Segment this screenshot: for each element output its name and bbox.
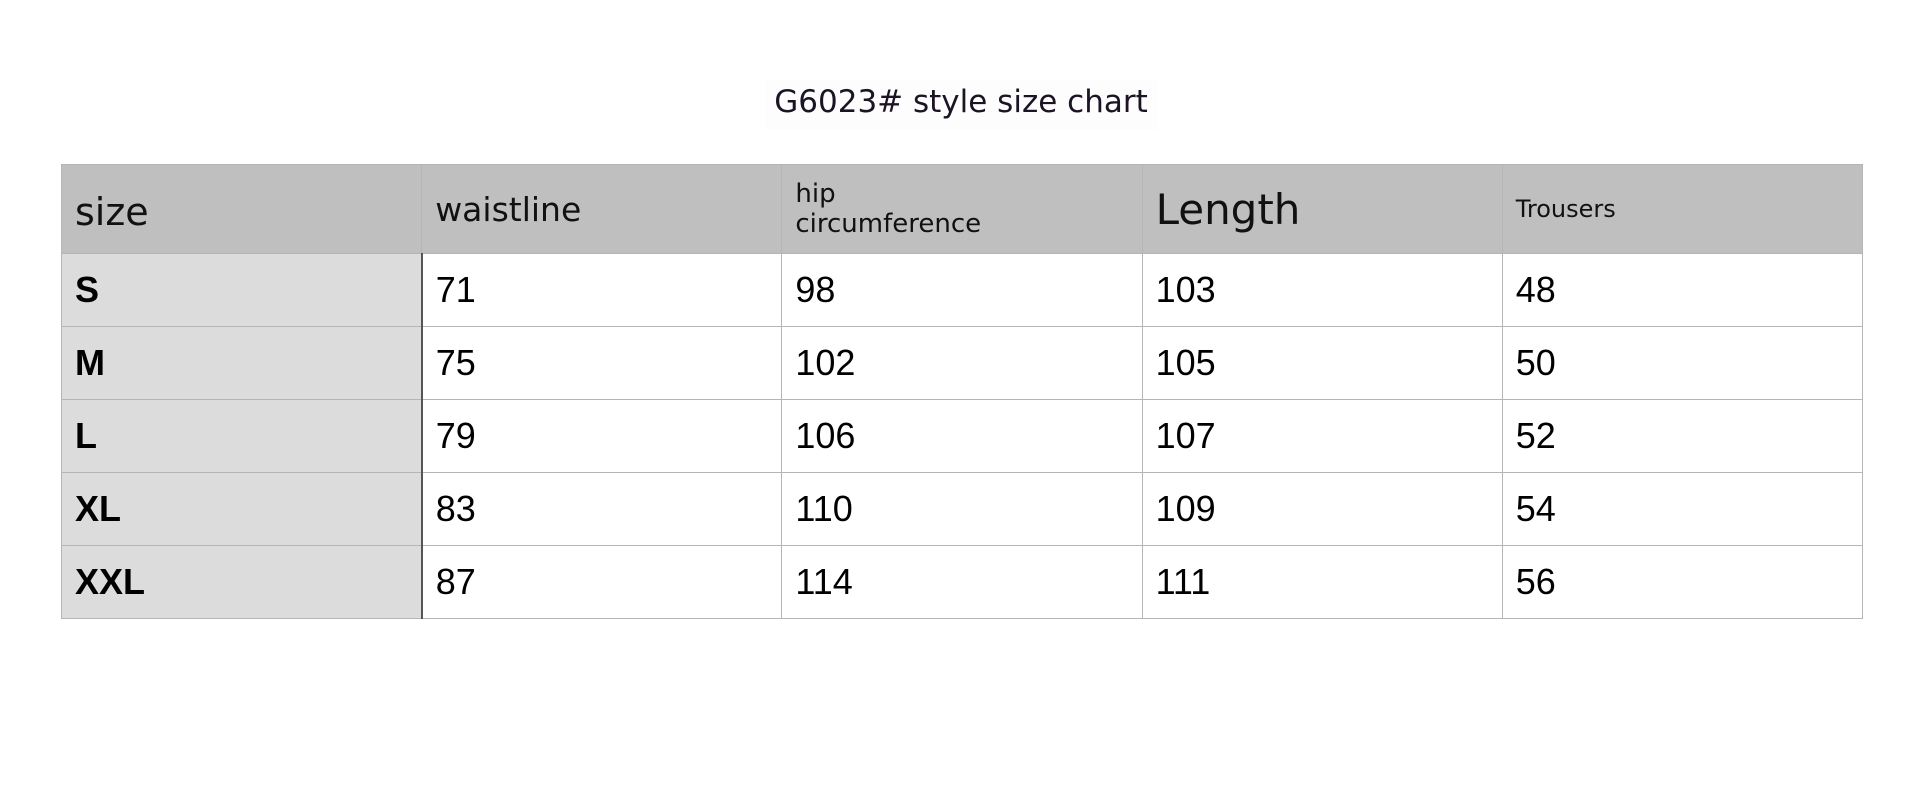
- cell-waistline: 87: [421, 545, 783, 619]
- table-row: S 71 98 103 48: [60, 253, 1864, 327]
- cell-length: 109: [1141, 472, 1503, 546]
- cell-waistline: 83: [421, 472, 783, 546]
- cell-waistline: 71: [421, 253, 783, 327]
- cell-size: L: [60, 399, 423, 473]
- header-waistline: waistline: [421, 164, 783, 254]
- header-trousers: Trousers: [1501, 164, 1864, 254]
- cell-size: XXL: [60, 545, 423, 619]
- cell-size: XL: [60, 472, 423, 546]
- cell-hip-circumference: 110: [781, 472, 1143, 546]
- cell-hip-circumference: 98: [781, 253, 1143, 327]
- cell-length: 107: [1141, 399, 1503, 473]
- cell-waistline: 75: [421, 326, 783, 400]
- cell-trousers: 52: [1501, 399, 1864, 473]
- table-row: XXL 87 114 111 56: [60, 545, 1864, 619]
- header-hip-circumference: hip circumference: [781, 164, 1143, 254]
- cell-length: 103: [1141, 253, 1503, 327]
- cell-hip-circumference: 114: [781, 545, 1143, 619]
- header-length: Length: [1141, 164, 1503, 254]
- cell-trousers: 48: [1501, 253, 1864, 327]
- cell-waistline: 79: [421, 399, 783, 473]
- table-row: L 79 106 107 52: [60, 399, 1864, 473]
- cell-length: 111: [1141, 545, 1503, 619]
- cell-hip-circumference: 106: [781, 399, 1143, 473]
- header-size: size: [60, 164, 423, 254]
- cell-trousers: 54: [1501, 472, 1864, 546]
- cell-hip-circumference: 102: [781, 326, 1143, 400]
- cell-length: 105: [1141, 326, 1503, 400]
- cell-size: S: [60, 253, 423, 327]
- cell-trousers: 56: [1501, 545, 1864, 619]
- table-row: M 75 102 105 50: [60, 326, 1864, 400]
- cell-trousers: 50: [1501, 326, 1864, 400]
- chart-title: G6023# style size chart: [765, 80, 1157, 130]
- size-chart-table: size waistline hip circumference Length T…: [60, 164, 1864, 619]
- header-row: size waistline hip circumference Length T…: [60, 164, 1864, 254]
- table-row: XL 83 110 109 54: [60, 472, 1864, 546]
- cell-size: M: [60, 326, 423, 400]
